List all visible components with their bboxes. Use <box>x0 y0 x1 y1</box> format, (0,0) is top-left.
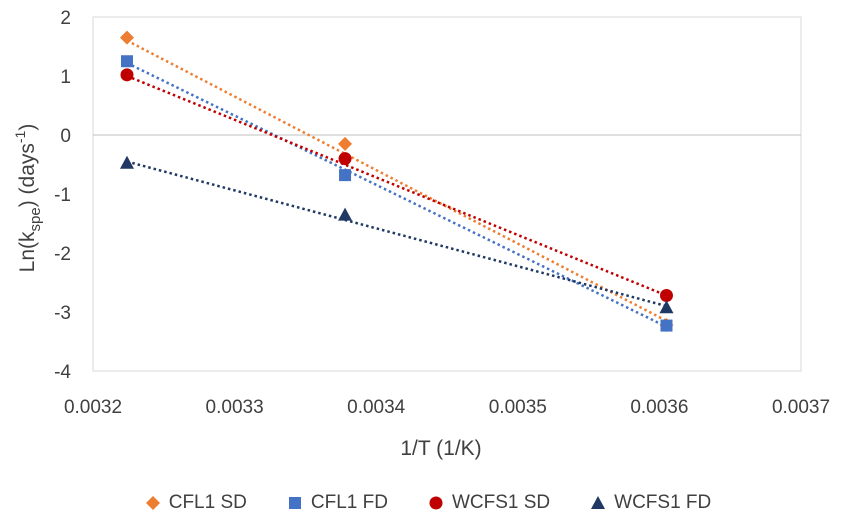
y-tick-label: 0 <box>60 126 71 147</box>
data-point-cfl1-fd <box>120 55 133 68</box>
legend-item: CFL1 SD <box>145 492 247 514</box>
plot-area <box>92 16 802 372</box>
x-axis-title: 1/T (1/K) <box>400 437 481 460</box>
data-point-cfl1-fd <box>339 169 352 182</box>
data-point-wcfs1-fd <box>338 207 353 221</box>
triangle-marker-icon <box>591 496 606 509</box>
x-tick-label: 0.0032 <box>64 397 122 418</box>
y-axis-title: Ln(kspe) (days-1) <box>12 124 44 273</box>
square-marker-icon <box>288 497 301 509</box>
trendline-wcfs1-sd <box>126 74 667 297</box>
x-tick-label: 0.0036 <box>630 397 688 418</box>
data-point-cfl1-fd <box>660 319 673 332</box>
legend-item: WCFS1 SD <box>428 492 550 514</box>
legend-label: WCFS1 FD <box>614 492 712 513</box>
x-tick-label: 0.0033 <box>206 397 264 418</box>
trendline-cfl1-sd <box>126 39 668 322</box>
x-tick-label: 0.0034 <box>347 397 406 418</box>
data-point-wcfs1-sd <box>659 288 673 302</box>
circle-marker-icon <box>429 496 443 510</box>
y-tick-label: -2 <box>54 244 71 265</box>
legend-label: WCFS1 SD <box>451 492 551 513</box>
legend-item: WCFS1 FD <box>590 492 711 514</box>
data-point-cfl1-sd <box>119 30 134 45</box>
y-tick-label: -1 <box>54 185 71 206</box>
data-point-wcfs1-fd <box>659 300 674 314</box>
trendline-cfl1-fd <box>126 61 668 328</box>
y-tick-label: -4 <box>54 362 71 383</box>
legend: CFL1 SD CFL1 FD WCFS1 SD WCFS1 FD <box>0 488 856 518</box>
diamond-marker-icon <box>145 496 160 510</box>
legend-label: CFL1 SD <box>168 492 247 513</box>
data-point-wcfs1-sd <box>338 152 352 166</box>
legend-item: CFL1 FD <box>287 492 388 514</box>
x-tick-label: 0.0037 <box>772 397 830 418</box>
data-point-wcfs1-fd <box>119 155 134 169</box>
y-tick-label: -3 <box>54 303 71 324</box>
trendline-wcfs1-fd <box>126 160 667 308</box>
data-point-cfl1-sd <box>338 136 353 151</box>
y-tick-label: 2 <box>60 8 71 29</box>
legend-label: CFL1 FD <box>310 492 388 513</box>
x-tick-label: 0.0035 <box>489 397 547 418</box>
y-tick-label: 1 <box>60 67 71 88</box>
data-point-wcfs1-sd <box>120 68 134 82</box>
